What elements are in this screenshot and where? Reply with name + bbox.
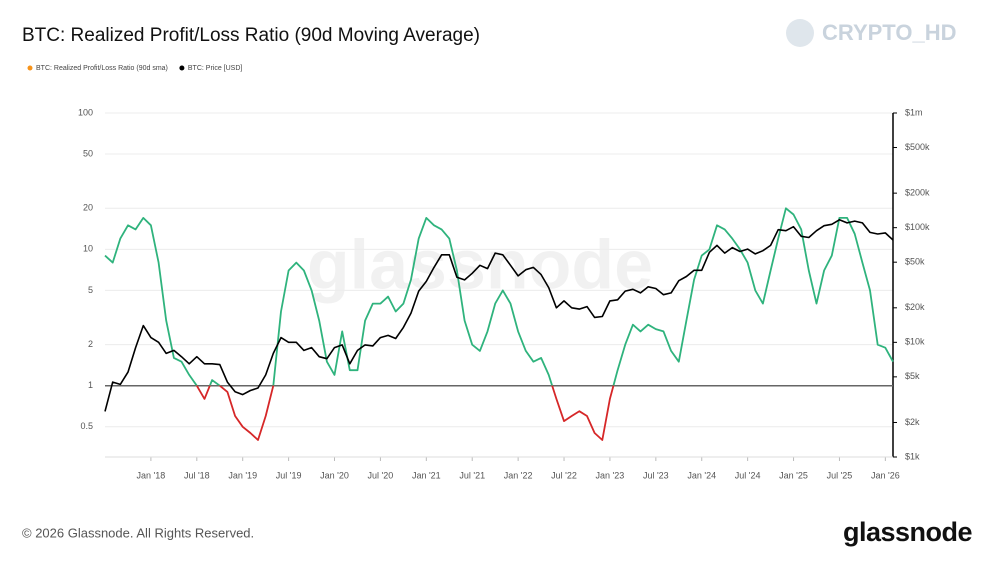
x-tick-label: Jan '24	[687, 470, 716, 480]
x-tick-label: Jan '23	[596, 470, 625, 480]
watermark: glassnode	[307, 225, 653, 303]
y2-tick-label: $1k	[905, 451, 920, 461]
x-tick-label: Jul '20	[368, 470, 394, 480]
x-tick-label: Jan '25	[779, 470, 808, 480]
y2-tick-label: $1m	[905, 107, 923, 117]
y-tick-label: 5	[88, 285, 93, 295]
x-tick-label: Jul '19	[276, 470, 302, 480]
channel-watermark: CRYPTO_HD	[822, 20, 956, 45]
y2-tick-label: $5k	[905, 371, 920, 381]
x-tick-label: Jul '18	[184, 470, 210, 480]
y-tick-label: 2	[88, 339, 93, 349]
x-tick-label: Jan '20	[320, 470, 349, 480]
x-tick-label: Jan '26	[871, 470, 900, 480]
chart-title: BTC: Realized Profit/Loss Ratio (90d Mov…	[22, 25, 480, 46]
x-tick-label: Jul '25	[827, 470, 853, 480]
footer: © 2026 Glassnode. All Rights Reserved.	[22, 525, 254, 540]
x-tick-label: Jan '18	[137, 470, 166, 480]
y-tick-label: 100	[78, 107, 93, 117]
series-line	[104, 219, 894, 412]
x-tick-label: Jul '24	[735, 470, 761, 480]
y2-tick-label: $20k	[905, 302, 925, 312]
x-tick-label: Jul '23	[643, 470, 669, 480]
y2-tick-label: $200k	[905, 188, 930, 198]
x-tick-label: Jul '21	[459, 470, 485, 480]
y-tick-label: 1	[88, 380, 93, 390]
y-tick-label: 10	[83, 244, 93, 254]
y2-tick-label: $100k	[905, 222, 930, 232]
y2-tick-label: $10k	[905, 337, 925, 347]
series-line	[104, 207, 894, 441]
y-tick-label: 50	[83, 148, 93, 158]
y2-tick-label: $2k	[905, 417, 920, 427]
y-tick-label: 20	[83, 203, 93, 213]
x-tick-label: Jan '21	[412, 470, 441, 480]
legend-label: BTC: Price [USD]	[188, 65, 243, 72]
y2-tick-label: $500k	[905, 142, 930, 152]
x-tick-label: Jan '19	[228, 470, 257, 480]
x-tick-label: Jan '22	[504, 470, 533, 480]
y2-tick-label: $50k	[905, 257, 925, 267]
legend-marker	[179, 65, 185, 71]
x-tick-label: Jul '22	[551, 470, 577, 480]
legend-label: BTC: Realized Profit/Loss Ratio (90d sma…	[36, 65, 168, 72]
legend-marker	[27, 65, 33, 71]
y-tick-label: 0.5	[80, 421, 93, 431]
logo: glassnode	[843, 517, 973, 547]
channel-icon	[786, 19, 814, 47]
